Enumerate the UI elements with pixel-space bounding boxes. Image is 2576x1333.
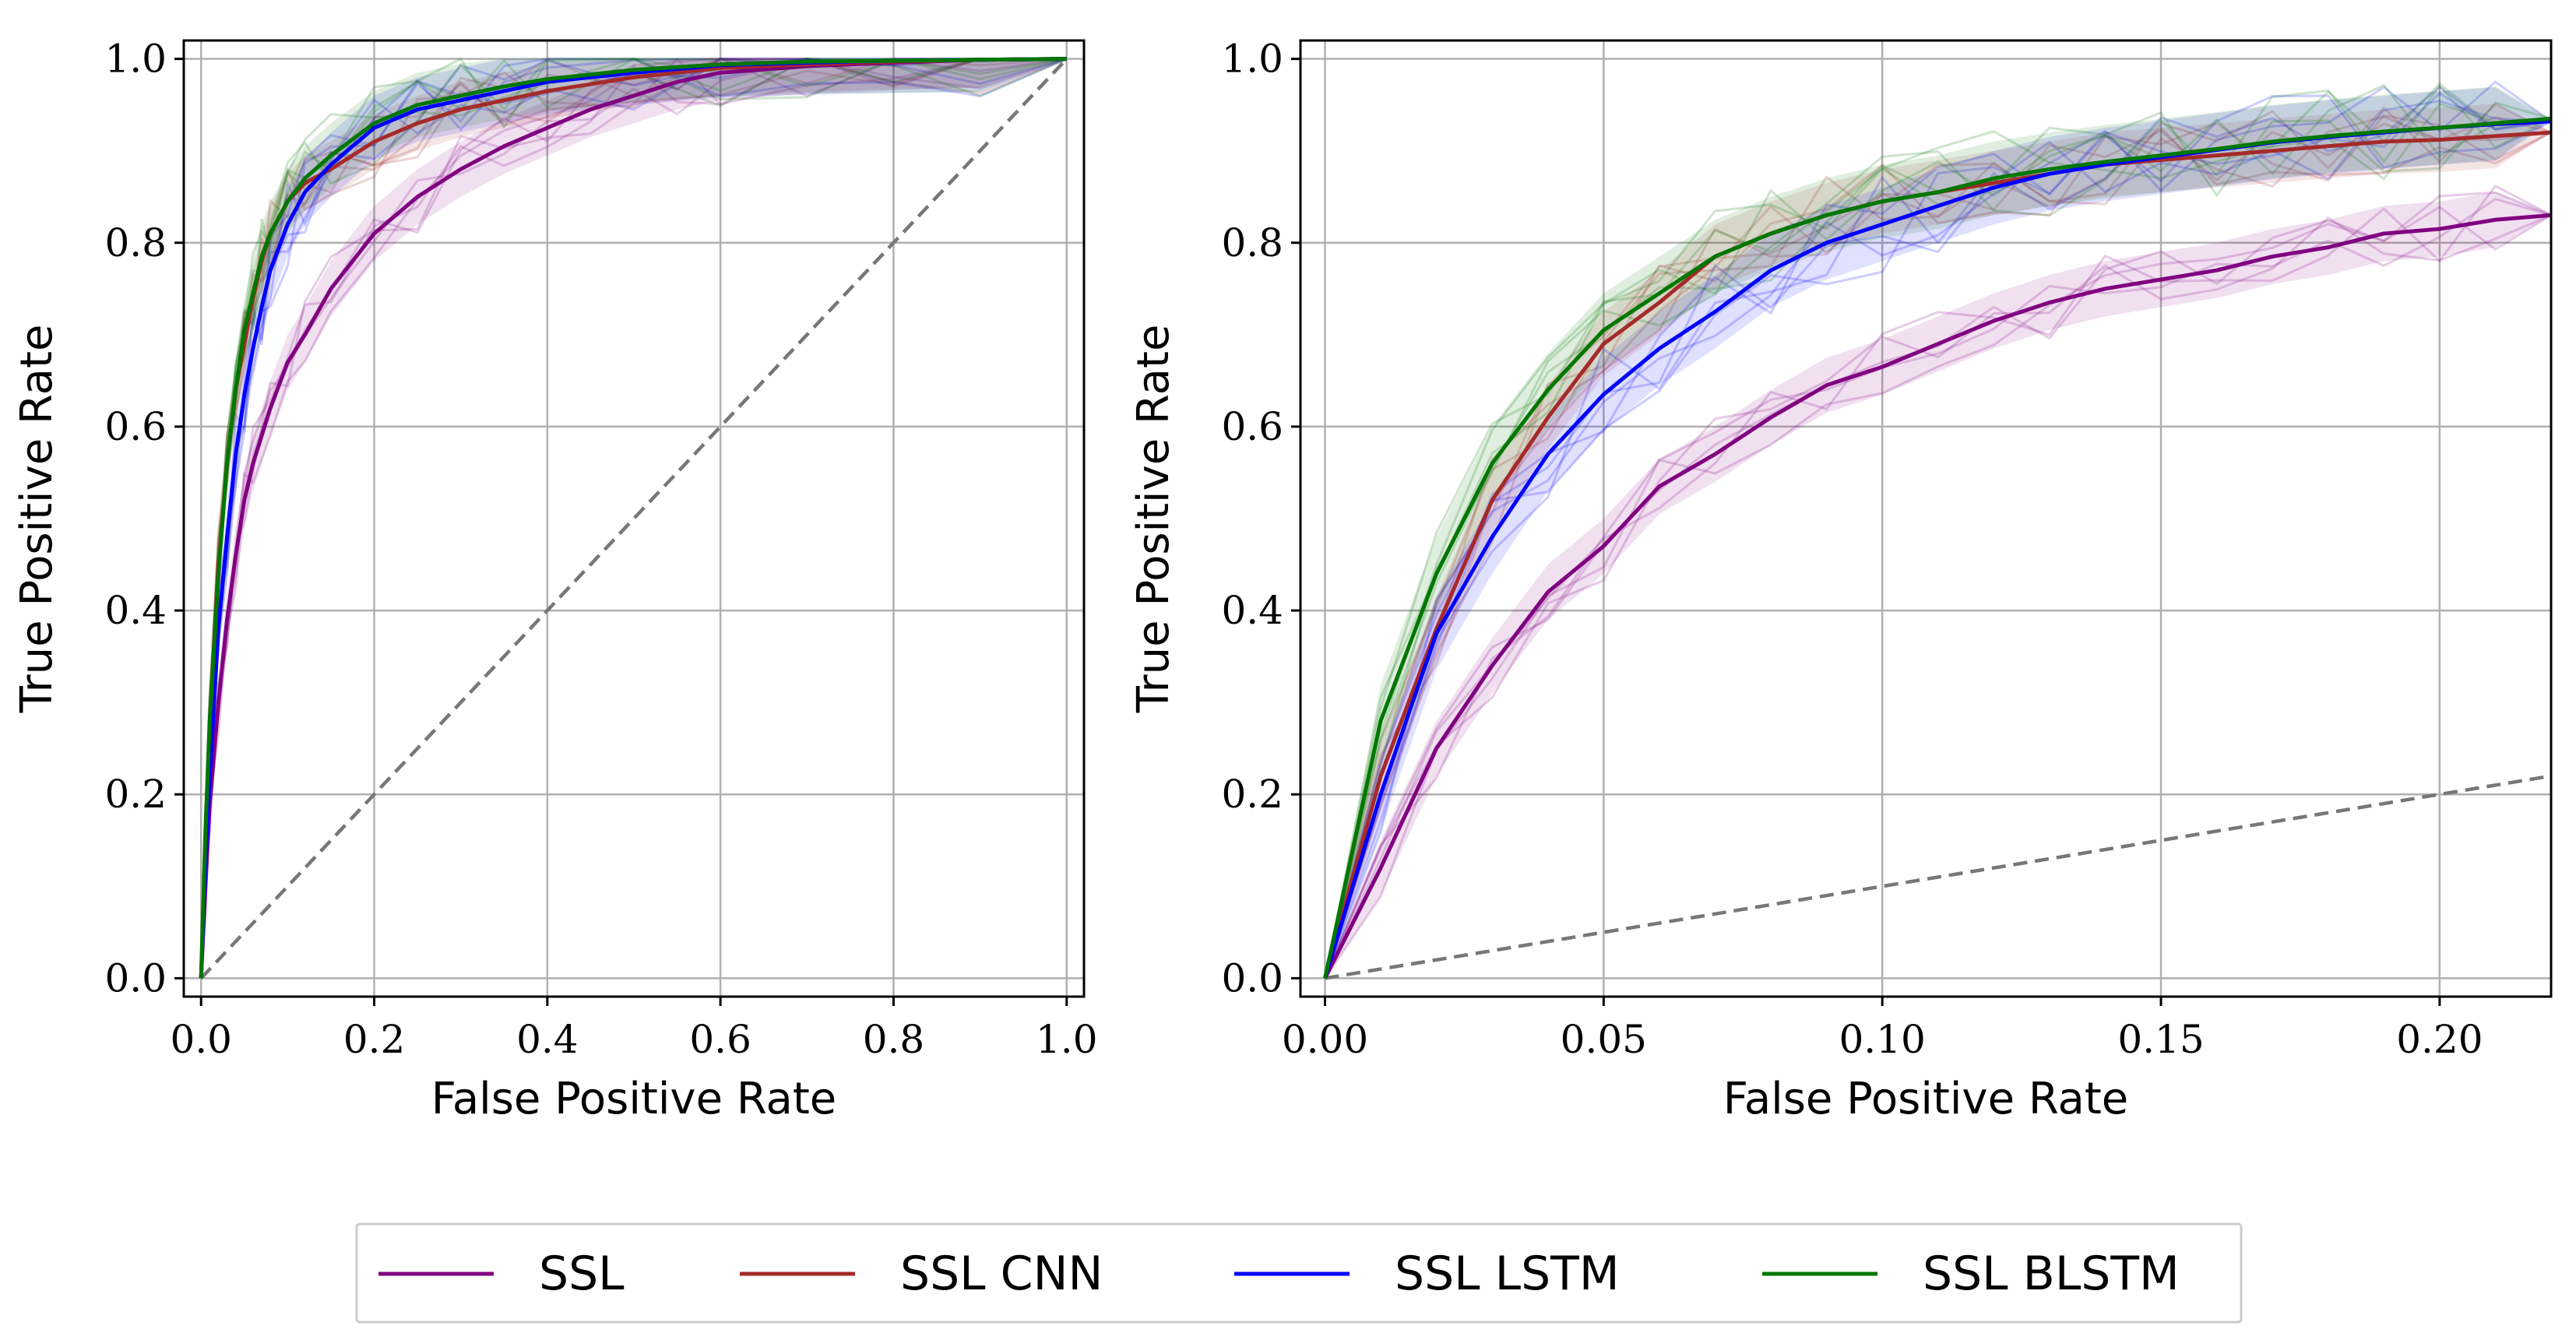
y-tick-label: 0.8	[1221, 220, 1283, 266]
fold-curve	[199, 58, 1067, 979]
x-tick-label: 0.15	[2117, 1017, 2204, 1062]
x-tick-label: 0.20	[2396, 1017, 2483, 1062]
x-axis-label: False Positive Rate	[1723, 1074, 2128, 1124]
fold-curve	[1324, 80, 2551, 979]
y-tick-label: 0.0	[104, 955, 167, 1001]
fold-curve	[199, 58, 1067, 979]
legend: SSL SSL CNN SSL LSTM SSL BLSTM	[355, 1222, 2243, 1324]
fold-curve	[1324, 114, 2551, 979]
fold-curve	[1324, 184, 2551, 980]
legend-label: SSL CNN	[900, 1247, 1103, 1301]
roc-panel-zoom: 0.00 0.05 0.10 0.15 0.20 0.0 0.2 0.4 0.6 0.8 1.0 Fa…	[1128, 37, 2553, 1124]
y-tick-label: 0.6	[1221, 404, 1283, 449]
axes-frame	[1299, 39, 2553, 998]
fold-curve	[199, 58, 1068, 979]
fold-curve	[1324, 91, 2551, 979]
x-tick-label: 0.2	[343, 1017, 406, 1062]
y-tick-label: 0.6	[104, 404, 167, 449]
x-tick-label: 0.8	[863, 1017, 925, 1062]
x-tick-label: 1.0	[1036, 1017, 1098, 1062]
y-tick-label: 1.0	[1221, 37, 1283, 82]
y-tick-label: 0.2	[1221, 772, 1283, 817]
chance-line	[199, 58, 1068, 980]
series-line-ssl-blstm	[199, 57, 1067, 979]
y-tick-label: 0.4	[104, 588, 167, 633]
fold-curve	[1324, 213, 2551, 979]
y-tick-label: 0.0	[1221, 955, 1283, 1001]
fold-curve	[1324, 126, 2551, 979]
series-line-ssl	[199, 57, 1067, 979]
fold-curve	[1324, 197, 2551, 980]
x-tick-label: 0.0	[170, 1017, 232, 1062]
fold-curve	[199, 58, 1068, 979]
axes-frame	[182, 39, 1086, 998]
fold-curve	[1324, 102, 2551, 979]
y-tick-label: 0.8	[104, 220, 167, 266]
y-tick-label: 0.4	[1221, 588, 1283, 633]
series-line-ssl	[1323, 213, 2551, 980]
legend-label: SSL BLSTM	[1923, 1247, 2180, 1301]
fold-curve	[1324, 191, 2551, 979]
fold-curve	[199, 57, 1067, 979]
confidence-band-ssl	[1325, 192, 2551, 979]
legend-label: SSL	[539, 1247, 625, 1301]
x-tick-label: 0.00	[1282, 1017, 1368, 1062]
fold-curve	[1324, 102, 2551, 979]
y-tick-label: 1.0	[104, 37, 167, 82]
roc-panel-full: 0.0 0.2 0.4 0.6 0.8 1.0 0.0 0.2 0.4 0.6 0.8 1.0 Fals…	[12, 37, 1098, 1124]
fold-curve	[1324, 82, 2551, 979]
plot-area	[199, 57, 1068, 980]
x-tick-label: 0.6	[689, 1017, 751, 1062]
fold-curve	[1324, 84, 2551, 979]
x-tick-label: 0.05	[1561, 1017, 1647, 1062]
fold-curve	[1324, 94, 2551, 979]
y-tick-label: 0.2	[104, 772, 167, 817]
x-tick-label: 0.10	[1839, 1017, 1926, 1062]
fold-curve	[1324, 206, 2551, 979]
x-tick-label: 0.4	[516, 1017, 579, 1062]
fold-curve	[1324, 115, 2551, 979]
y-axis-label: True Positive Rate	[1128, 325, 1179, 714]
series-line-ssl-blstm	[1323, 116, 2551, 979]
x-axis-label: False Positive Rate	[431, 1074, 836, 1124]
y-axis-label: True Positive Rate	[12, 325, 62, 714]
chance-line	[1325, 774, 2551, 980]
legend-label: SSL LSTM	[1395, 1247, 1620, 1301]
plot-area	[1323, 80, 2551, 980]
